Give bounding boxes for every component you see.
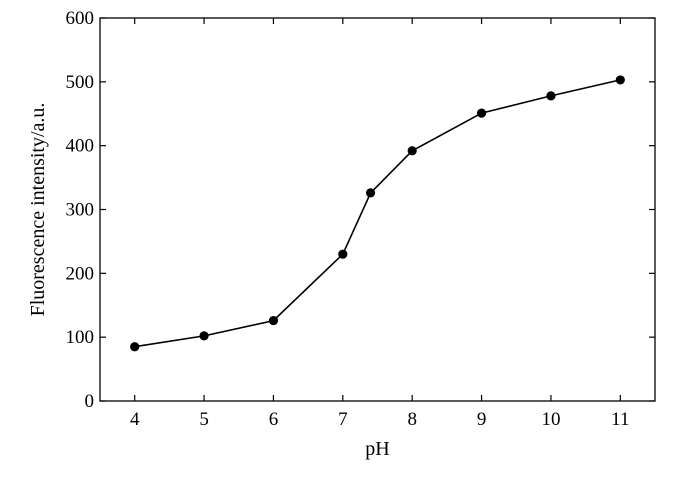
x-tick-label: 11 <box>611 409 629 430</box>
y-tick-label: 600 <box>66 8 95 29</box>
data-point <box>268 315 279 326</box>
data-point <box>476 108 487 118</box>
series-line <box>134 79 621 348</box>
x-tick-label: 10 <box>541 409 560 430</box>
x-tick-label: 7 <box>338 409 348 430</box>
data-point <box>546 91 556 101</box>
tick-labels: 4 5 6 7 8 9 10 11 0 100 200 300 400 500 600 <box>66 8 630 430</box>
tick-marks <box>100 17 655 402</box>
y-tick-label: 0 <box>85 391 95 412</box>
y-tick-label: 400 <box>66 136 95 157</box>
x-axis-title: pH <box>365 438 389 460</box>
x-tick-label: 6 <box>269 409 279 430</box>
x-tick-label: 5 <box>199 409 209 430</box>
data-point <box>407 146 417 156</box>
x-tick-label: 8 <box>407 409 417 430</box>
data-point <box>199 331 209 341</box>
y-tick-label: 100 <box>66 327 95 348</box>
data-point <box>365 188 376 198</box>
data-markers <box>130 75 625 352</box>
x-tick-label: 9 <box>477 409 487 430</box>
data-point <box>338 249 348 259</box>
y-tick-label: 300 <box>66 200 95 221</box>
data-point <box>130 342 140 352</box>
y-tick-label: 200 <box>66 263 95 284</box>
y-tick-label: 500 <box>66 72 95 93</box>
x-tick-label: 4 <box>130 409 140 430</box>
plot-frame <box>99 17 656 402</box>
data-point <box>615 75 625 85</box>
y-axis-title: Fluorescence intensity/a.u. <box>27 103 49 317</box>
